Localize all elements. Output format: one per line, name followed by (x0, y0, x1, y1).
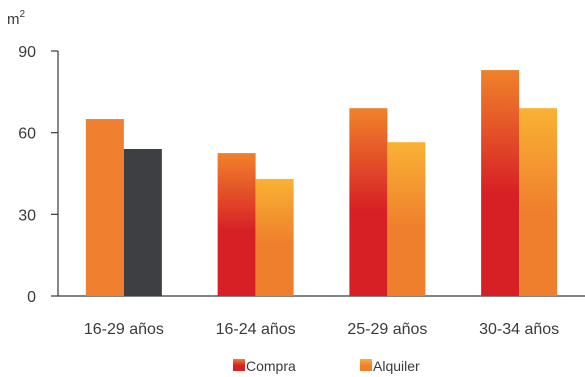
legend-label-alquiler: Alquiler (373, 358, 420, 374)
bar-compra-2 (217, 153, 256, 296)
legend-swatch-alquiler (360, 359, 372, 371)
bar-alquiler-2 (255, 178, 294, 296)
y-unit-label: m2 (7, 9, 26, 28)
legend-label-compra: Compra (246, 358, 296, 374)
x-category-label: 25-29 años (347, 321, 427, 338)
y-tick-label: 30 (18, 207, 36, 224)
x-category-label: 16-24 años (216, 321, 296, 338)
bar-alquiler-4 (519, 108, 558, 297)
y-tick-label: 90 (18, 44, 36, 61)
y-tick-label: 0 (27, 289, 36, 306)
x-category-label: 16-29 años (84, 321, 164, 338)
x-category-label: 30-34 años (479, 321, 559, 338)
y-tick-label: 60 (18, 126, 36, 143)
bar-alquiler-1 (123, 149, 162, 296)
bar-compra-1 (85, 119, 124, 296)
bar-compra-3 (349, 108, 388, 297)
bar-alquiler-3 (387, 142, 426, 296)
bar-compra-4 (481, 70, 520, 296)
legend-swatch-compra (233, 359, 245, 371)
